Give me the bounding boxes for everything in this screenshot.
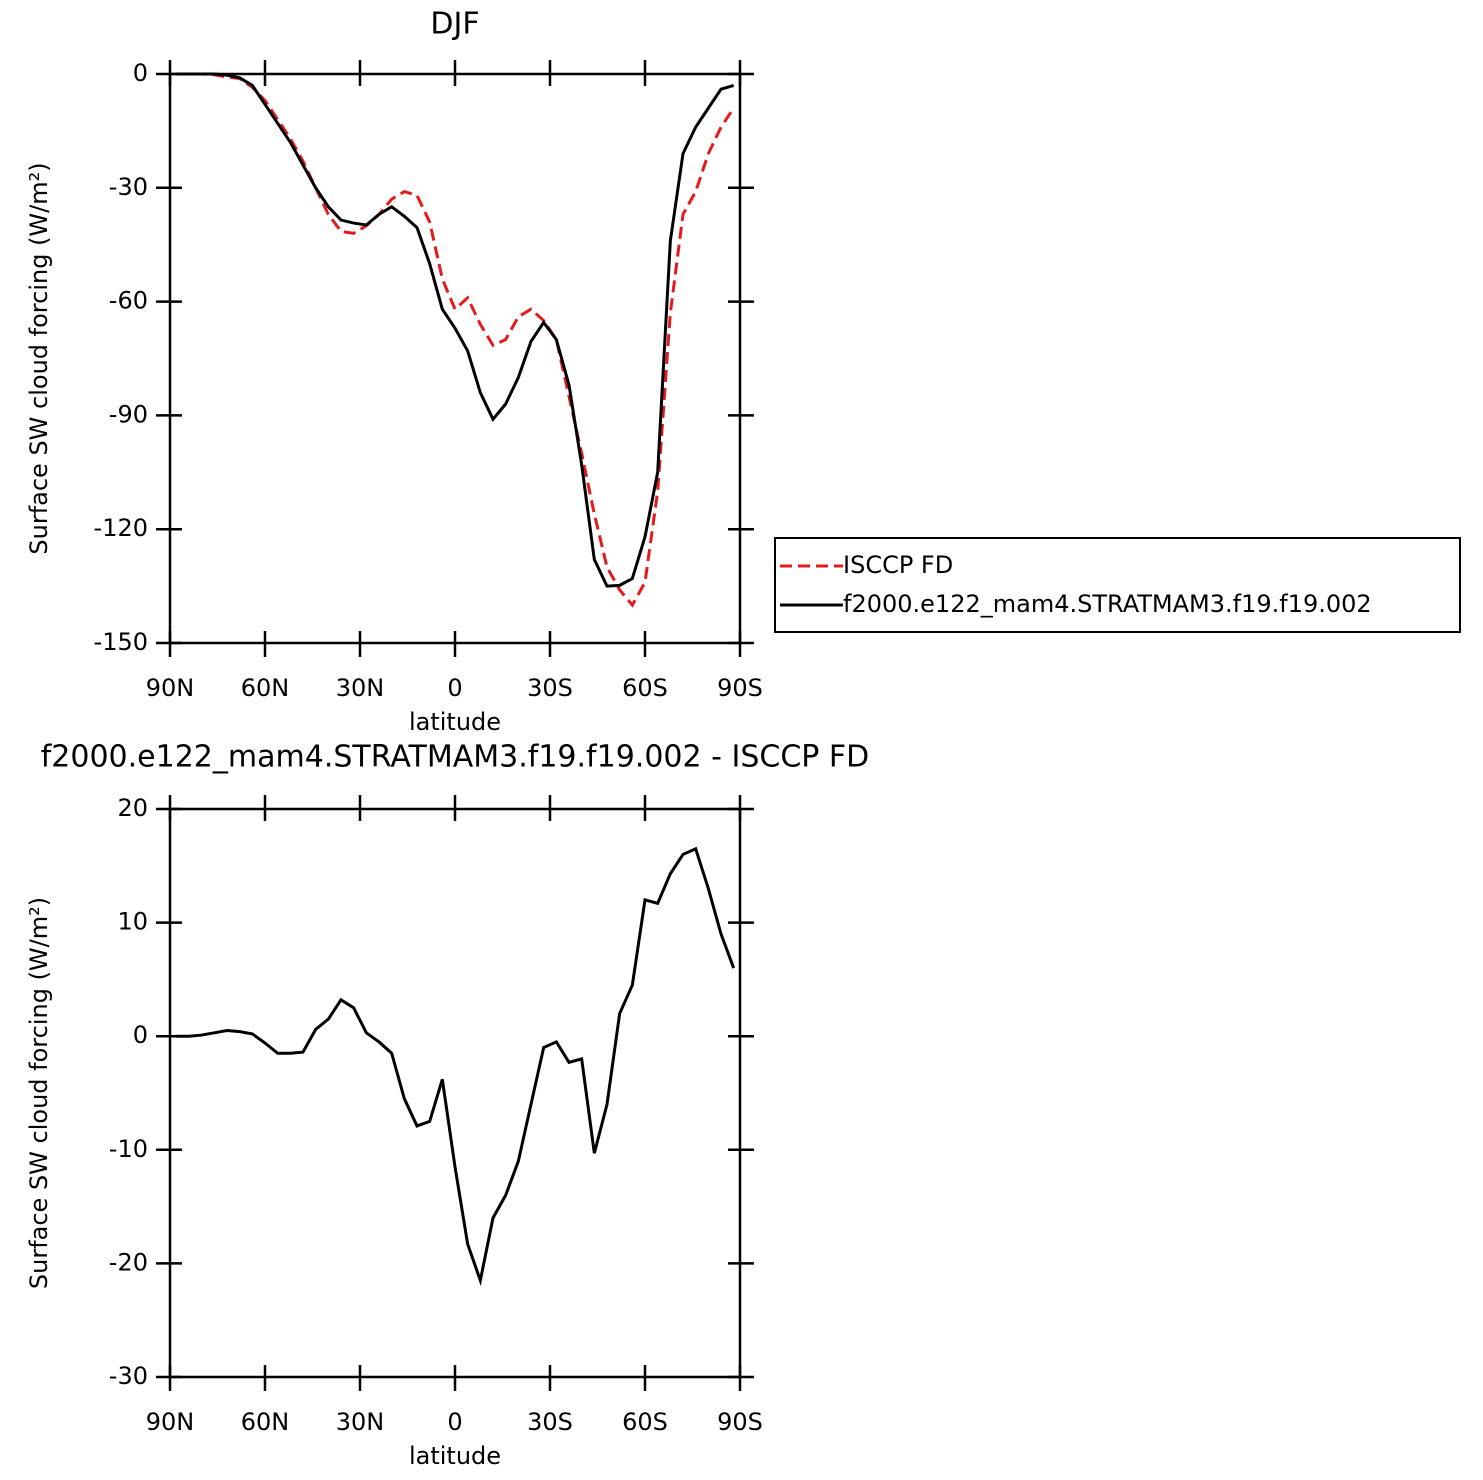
x-tick-label: 90N (146, 1408, 195, 1436)
series-line (176, 846, 736, 1287)
series-line (176, 72, 735, 588)
legend-label: f2000.e122_mam4.STRATMAM3.f19.f19.002 (843, 590, 1372, 618)
x-tick-label: 90S (717, 674, 763, 702)
y-tick-label: -90 (109, 400, 148, 428)
y-tick-label: 0 (133, 59, 148, 87)
x-tick-label: 90N (146, 674, 195, 702)
y-tick-label: -10 (109, 1135, 148, 1163)
legend-box (774, 537, 1461, 633)
chart-title: f2000.e122_mam4.STRATMAM3.f19.f19.002 - … (41, 740, 870, 775)
x-tick-label: 30S (527, 1408, 573, 1436)
y-tick-label: -30 (109, 173, 148, 201)
y-tick-label: -20 (109, 1248, 148, 1276)
legend-label: ISCCP FD (843, 551, 953, 579)
y-tick-label: 0 (133, 1021, 148, 1049)
y-tick-label: -30 (109, 1362, 148, 1390)
x-tick-label: 30N (336, 674, 385, 702)
y-tick-label: -150 (94, 628, 148, 656)
x-tick-label: 60N (241, 1408, 290, 1436)
x-tick-label: 30S (527, 674, 573, 702)
y-axis-label: Surface SW cloud forcing (W/m²) (25, 897, 53, 1289)
x-tick-label: 60S (622, 1408, 668, 1436)
y-axis-label: Surface SW cloud forcing (W/m²) (25, 162, 53, 554)
x-tick-label: 30N (336, 1408, 385, 1436)
x-tick-label: 60S (622, 674, 668, 702)
x-tick-label: 0 (447, 1408, 462, 1436)
plot-frame (168, 807, 742, 1379)
y-tick-label: -60 (109, 287, 148, 315)
chart-title: DJF (430, 7, 479, 42)
y-tick-label: -120 (94, 514, 148, 542)
x-tick-label: 90S (717, 1408, 763, 1436)
x-axis-label: latitude (409, 1442, 501, 1470)
y-tick-label: 10 (117, 908, 148, 936)
plot-frame (168, 72, 742, 645)
y-tick-label: 20 (117, 794, 148, 822)
x-tick-label: 0 (447, 674, 462, 702)
x-axis-label: latitude (409, 708, 501, 736)
series-line (176, 72, 735, 608)
x-tick-label: 60N (241, 674, 290, 702)
